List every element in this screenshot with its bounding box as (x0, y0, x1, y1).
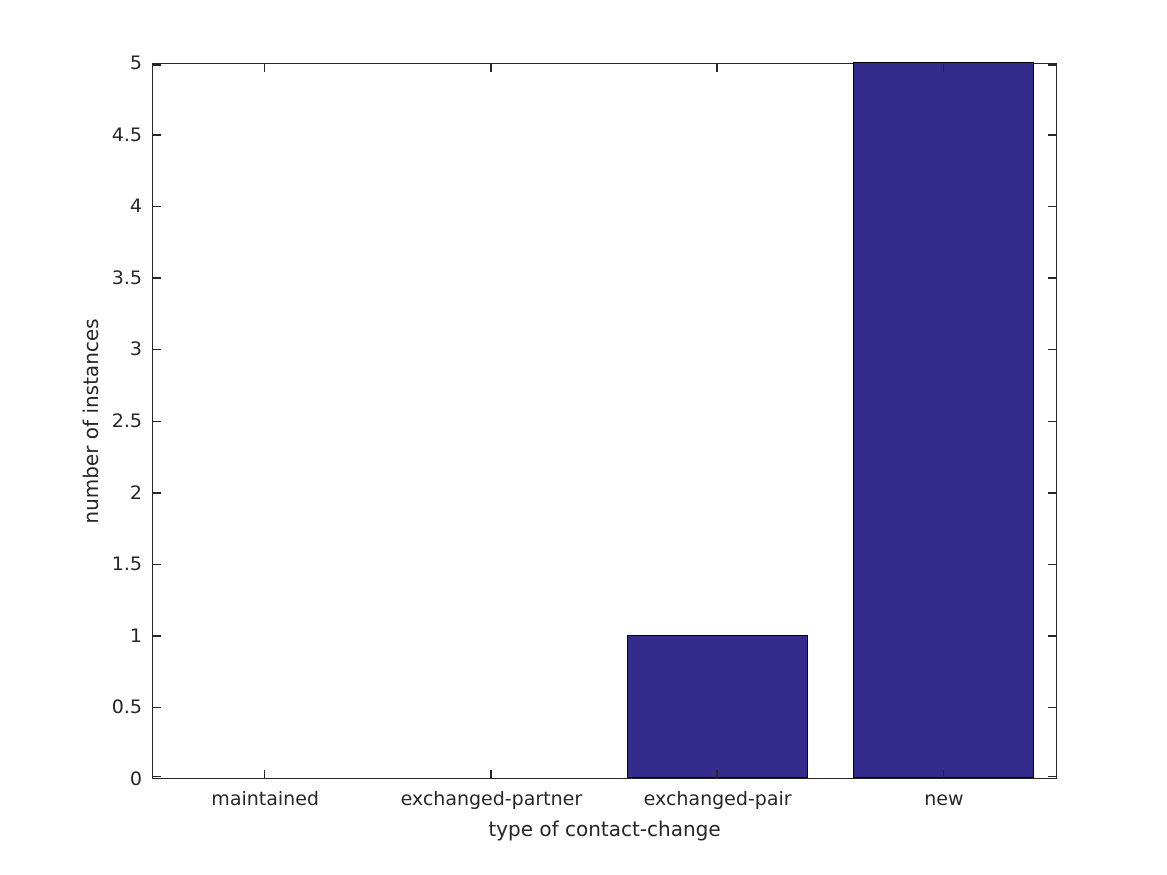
y-tick-mark-right (1048, 635, 1056, 637)
y-tick-mark-left (153, 635, 161, 637)
x-tick-mark-top (263, 64, 266, 72)
y-tick-label: 4 (129, 195, 142, 218)
y-tick-mark-right (1048, 64, 1056, 66)
x-tick-label-exchanged-pair: exchanged-pair (643, 788, 792, 810)
y-tick-mark-right (1048, 134, 1056, 136)
y-tick-label: 0 (129, 768, 142, 790)
x-tick-label-new: new (924, 788, 964, 810)
y-tick-mark-right (1048, 205, 1056, 208)
bar-new (852, 62, 1034, 778)
y-tick-mark-right (1048, 348, 1056, 351)
y-tick-mark-left (153, 775, 161, 777)
bar-exchanged-pair (626, 634, 808, 778)
y-tick-mark-right (1048, 706, 1056, 709)
y-tick-label: 0.5 (111, 696, 142, 719)
y-tick-mark-left (153, 420, 161, 422)
x-tick-mark-top (716, 64, 718, 72)
y-tick-label: 1.5 (111, 553, 142, 576)
x-tick-mark-bottom (716, 770, 718, 778)
y-axis-label: number of instances (79, 318, 103, 524)
x-tick-mark-bottom (942, 770, 945, 778)
y-tick-label: 3.5 (111, 266, 142, 289)
x-tick-label-exchanged-partner: exchanged-partner (400, 788, 583, 810)
x-tick-mark-top (942, 64, 945, 72)
y-tick-mark-left (153, 277, 161, 279)
y-tick-mark-right (1048, 420, 1056, 422)
y-tick-mark-right (1048, 775, 1056, 777)
y-tick-label: 3 (129, 338, 142, 361)
y-tick-mark-left (153, 64, 161, 66)
y-tick-mark-left (153, 492, 161, 494)
x-tick-mark-bottom (490, 770, 492, 778)
y-tick-mark-right (1048, 563, 1056, 566)
y-tick-mark-left (153, 563, 161, 566)
x-axis-label: type of contact-change (488, 817, 721, 841)
y-tick-label: 5 (129, 52, 142, 74)
x-tick-mark-bottom (263, 770, 266, 778)
y-tick-mark-left (153, 205, 161, 208)
y-tick-mark-right (1048, 492, 1056, 494)
y-tick-label: 2 (129, 481, 142, 504)
y-tick-label: 2.5 (111, 410, 142, 432)
y-tick-label: 4.5 (111, 123, 142, 146)
plot-area (152, 62, 1057, 779)
y-tick-mark-left (153, 706, 161, 709)
x-tick-label-maintained: maintained (211, 788, 319, 810)
y-tick-mark-left (153, 134, 161, 136)
y-tick-label: 1 (129, 624, 142, 647)
x-tick-mark-top (490, 64, 492, 72)
y-tick-mark-left (153, 348, 161, 351)
y-tick-mark-right (1048, 277, 1056, 279)
